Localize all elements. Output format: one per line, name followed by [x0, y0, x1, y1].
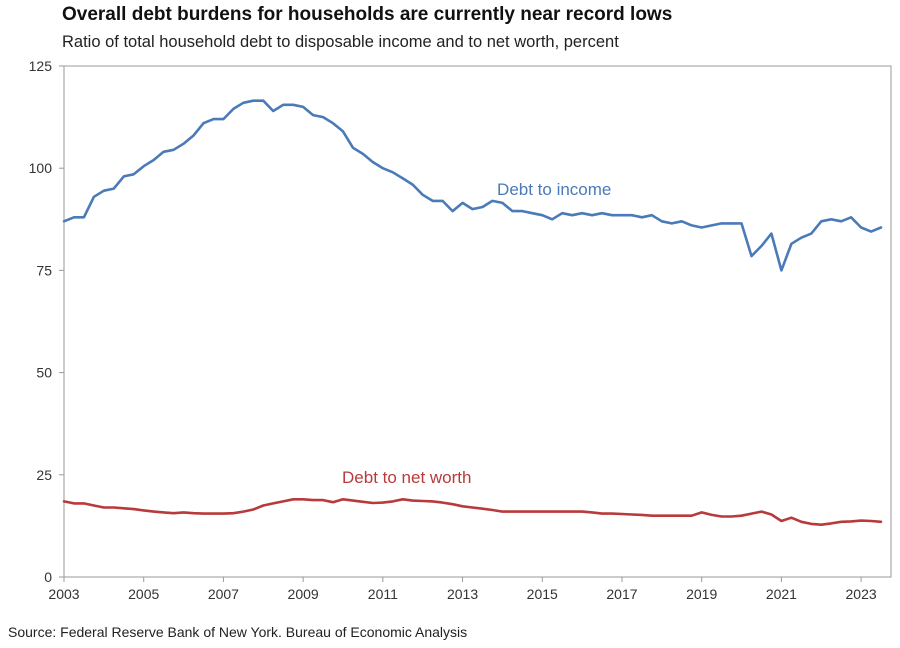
chart-axes: 0 25 50 75 100 125 2003 2005 2007 2009 2011 2013 201…: [29, 58, 892, 602]
debt-to-income-label: Debt to income: [497, 180, 611, 199]
debt-to-net-worth-line: [62, 497, 883, 527]
x-tick-label: 2021: [766, 586, 797, 602]
y-tick-label: 100: [29, 160, 53, 176]
x-tick-label: 2013: [447, 586, 478, 602]
plot-frame: [63, 65, 892, 578]
x-tick-label: 2009: [288, 586, 319, 602]
x-tick-label: 2003: [48, 586, 79, 602]
source-note: Source: Federal Reserve Bank of New York…: [8, 624, 468, 640]
y-tick-label: 75: [36, 262, 52, 278]
chart-subtitle: Ratio of total household debt to disposa…: [62, 33, 619, 51]
debt-to-income-line: [62, 99, 883, 272]
x-tick-label: 2005: [128, 586, 159, 602]
y-tick-label: 50: [36, 365, 52, 381]
x-tick-label: 2019: [686, 586, 717, 602]
x-tick-label: 2011: [368, 586, 398, 602]
x-tick-label: 2007: [208, 586, 239, 602]
y-tick-label: 0: [44, 569, 52, 585]
series-labels: Debt to income Debt to net worth: [342, 180, 611, 487]
y-tick-label: 125: [29, 58, 53, 74]
x-tick-label: 2017: [606, 586, 637, 602]
chart-series: [62, 99, 883, 527]
debt-to-net-worth-label: Debt to net worth: [342, 468, 471, 487]
x-tick-label: 2023: [846, 586, 877, 602]
x-tick-label: 2015: [527, 586, 558, 602]
chart-title: Overall debt burdens for households are …: [62, 4, 673, 25]
line-chart: 0 25 50 75 100 125 2003 2005 2007 2009 2011 2013 201…: [29, 58, 892, 602]
y-tick-label: 25: [36, 467, 52, 483]
